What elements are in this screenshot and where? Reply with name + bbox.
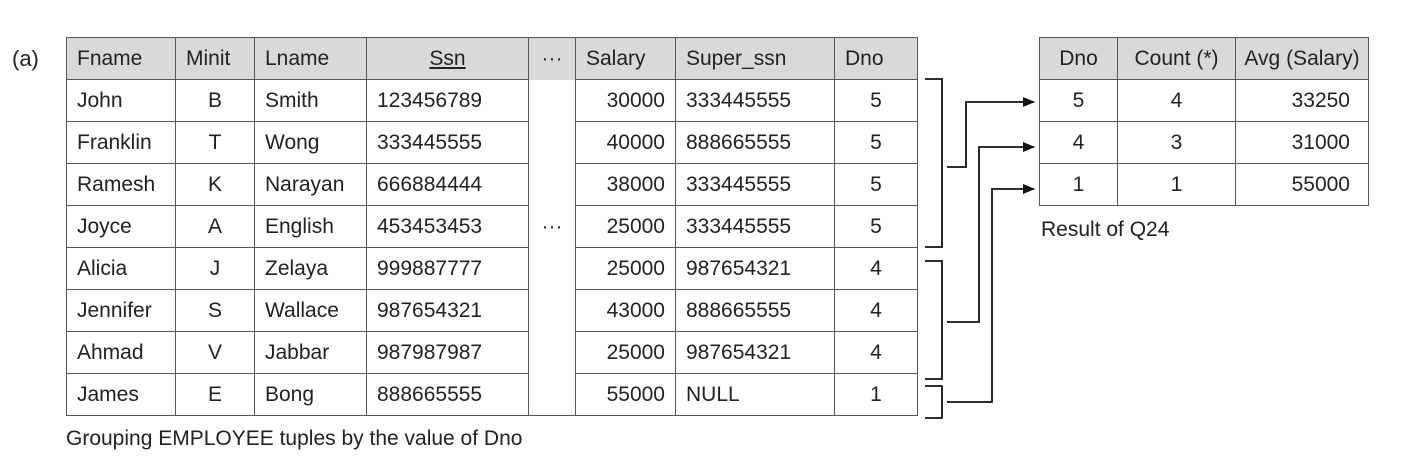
result-header-avg-salary: Avg (Salary) — [1235, 37, 1369, 80]
employee-cell: Ramesh — [66, 163, 176, 206]
employee-cell: 888665555 — [675, 121, 835, 164]
arrow-dno-4 — [947, 142, 1035, 323]
employee-cell: 43000 — [575, 289, 676, 332]
employee-caption: Grouping EMPLOYEE tuples by the value of… — [66, 427, 523, 450]
employee-cell: Wallace — [254, 289, 367, 332]
group-bracket-dno-4 — [925, 260, 943, 380]
header-ssn: Ssn — [366, 37, 529, 80]
result-row: 5 4 33250 — [1039, 79, 1369, 122]
employee-cell: B — [175, 79, 255, 122]
result-cell: 1 — [1039, 163, 1118, 206]
employee-cell: 987654321 — [675, 331, 835, 374]
header-minit: Minit — [175, 37, 255, 80]
employee-cell: 1 — [834, 373, 918, 416]
employee-cell: Bong — [254, 373, 367, 416]
result-caption: Result of Q24 — [1041, 218, 1170, 241]
result-cell: 31000 — [1235, 121, 1369, 164]
employee-cell — [528, 373, 576, 416]
employee-row: Ramesh K Narayan 666884444 38000 333445555 5 — [66, 163, 918, 206]
result-table: Dno Count (*) Avg (Salary) 5 4 33250 4 3 3100… — [1039, 37, 1369, 206]
employee-cell: 4 — [834, 331, 918, 374]
employee-cell: 987987987 — [366, 331, 529, 374]
employee-cell: 453453453 — [366, 205, 529, 248]
employee-row: Ahmad V Jabbar 987987987 25000 987654321 4 — [66, 331, 918, 374]
figure-label: (a) — [12, 46, 39, 71]
employee-cell: Alicia — [66, 247, 176, 290]
group-bracket-dno-5 — [925, 78, 943, 248]
result-cell: 5 — [1039, 79, 1118, 122]
employee-cell: 123456789 — [366, 79, 529, 122]
employee-cell — [528, 79, 576, 122]
result-header-row: Dno Count (*) Avg (Salary) — [1039, 37, 1369, 80]
employee-table: Fname Minit Lname Ssn ··· Salary Super_s… — [66, 37, 918, 416]
employee-cell: 5 — [834, 121, 918, 164]
result-header-count: Count (*) — [1117, 37, 1236, 80]
employee-row: James E Bong 888665555 55000 NULL 1 — [66, 373, 918, 416]
employee-cell — [528, 289, 576, 332]
employee-cell: Zelaya — [254, 247, 367, 290]
employee-cell: 987654321 — [675, 247, 835, 290]
group-bracket-dno-1 — [925, 385, 943, 419]
employee-cell: 38000 — [575, 163, 676, 206]
employee-cell: 888665555 — [366, 373, 529, 416]
result-cell: 4 — [1039, 121, 1118, 164]
header-fname: Fname — [66, 37, 176, 80]
employee-cell: K — [175, 163, 255, 206]
employee-cell: Joyce — [66, 205, 176, 248]
employee-cell: 987654321 — [366, 289, 529, 332]
employee-cell — [528, 247, 576, 290]
result-row: 4 3 31000 — [1039, 121, 1369, 164]
employee-cell: NULL — [675, 373, 835, 416]
employee-cell: Narayan — [254, 163, 367, 206]
result-cell: 1 — [1117, 163, 1236, 206]
employee-cell: 5 — [834, 163, 918, 206]
employee-cell: 25000 — [575, 205, 676, 248]
header-dno: Dno — [834, 37, 918, 80]
employee-cell: ··· — [528, 205, 576, 248]
employee-cell: 888665555 — [675, 289, 835, 332]
employee-cell: Jabbar — [254, 331, 367, 374]
employee-cell: John — [66, 79, 176, 122]
arrow-dno-1 — [947, 184, 1035, 403]
header-ellipsis: ··· — [528, 37, 576, 80]
header-salary: Salary — [575, 37, 676, 80]
employee-cell: Jennifer — [66, 289, 176, 332]
result-header-dno: Dno — [1039, 37, 1118, 80]
result-cell: 55000 — [1235, 163, 1369, 206]
result-row: 1 1 55000 — [1039, 163, 1369, 206]
employee-cell: 333445555 — [675, 205, 835, 248]
employee-row: Jennifer S Wallace 987654321 43000 888665555 4 — [66, 289, 918, 332]
employee-cell: S — [175, 289, 255, 332]
result-cell: 33250 — [1235, 79, 1369, 122]
employee-cell: James — [66, 373, 176, 416]
employee-cell: Ahmad — [66, 331, 176, 374]
arrow-dno-5 — [947, 97, 1035, 168]
employee-cell: 333445555 — [675, 79, 835, 122]
employee-cell: V — [175, 331, 255, 374]
employee-header-row: Fname Minit Lname Ssn ··· Salary Super_s… — [66, 37, 918, 80]
employee-cell: 4 — [834, 247, 918, 290]
employee-cell: 999887777 — [366, 247, 529, 290]
